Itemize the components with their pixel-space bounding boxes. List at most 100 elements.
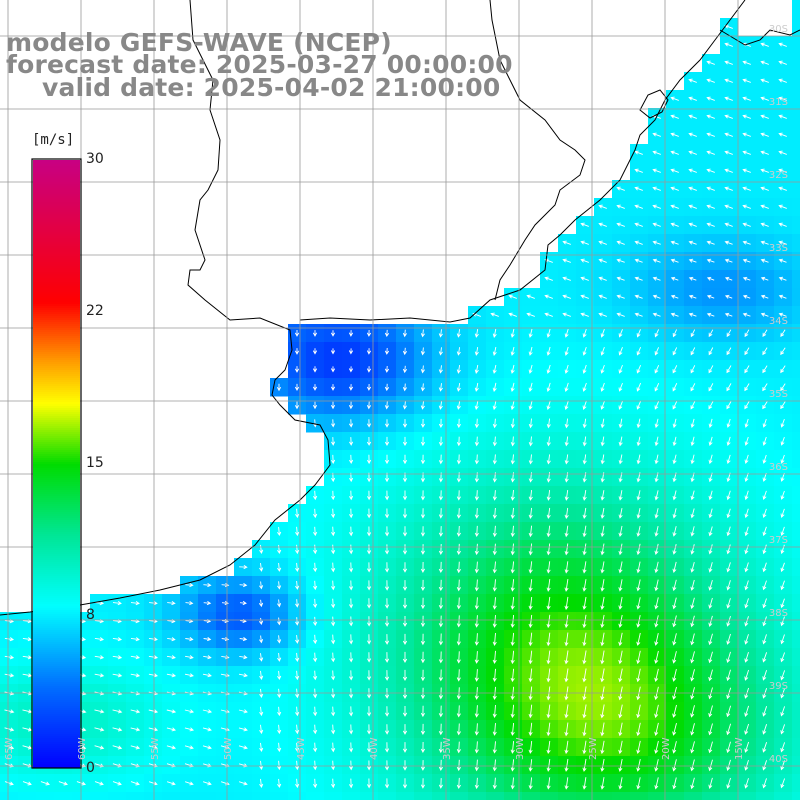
wind-arrow [546, 579, 551, 592]
wind-speed-cell [792, 288, 800, 307]
colorbar-segment [33, 458, 80, 461]
wind-arrow [636, 740, 641, 755]
colorbar-segment [33, 704, 80, 707]
wind-arrow [580, 294, 589, 299]
colorbar-segment [33, 646, 80, 649]
wind-arrow [780, 562, 785, 573]
wind-arrow [706, 222, 715, 227]
wind-arrow [239, 600, 247, 606]
wind-arrow [510, 759, 515, 772]
wind-arrow [654, 526, 659, 537]
wind-arrow [726, 759, 731, 772]
wind-arrow [490, 312, 499, 317]
wind-arrow [654, 704, 659, 719]
wind-speed-cell [792, 558, 800, 577]
colorbar-segment [33, 530, 80, 533]
colorbar-segment [33, 688, 80, 691]
wind-arrow [384, 580, 390, 591]
wind-arrow [600, 722, 605, 737]
wind-arrow [238, 781, 248, 786]
wind-arrow [564, 722, 569, 737]
colorbar-segment [33, 760, 80, 763]
wind-arrow [688, 240, 697, 245]
wind-arrow [510, 382, 515, 393]
wind-arrow [438, 597, 443, 610]
wind-arrow [203, 637, 212, 642]
wind-arrow [4, 781, 14, 786]
wind-arrow [546, 777, 551, 790]
wind-arrow [670, 240, 679, 245]
wind-arrow [474, 777, 479, 790]
wind-speed-cell [792, 702, 800, 721]
wind-arrow [546, 650, 551, 665]
wind-speed-cell [684, 792, 703, 800]
wind-arrow [760, 240, 769, 245]
wind-arrow [778, 276, 787, 281]
wind-arrow [744, 562, 749, 573]
wind-arrow [474, 543, 479, 556]
wind-arrow [277, 778, 282, 789]
wind-arrow [726, 436, 731, 447]
wind-arrow [654, 365, 660, 374]
wind-arrow [402, 669, 408, 682]
wind-speed-cell [144, 792, 163, 800]
wind-arrow [456, 777, 461, 790]
lon-label: 45W [296, 737, 307, 760]
wind-arrow [202, 673, 212, 678]
wind-arrow [438, 418, 443, 429]
wind-arrow [670, 150, 679, 155]
wind-arrow [634, 276, 643, 281]
wind-arrow [654, 740, 659, 754]
wind-arrow [492, 400, 497, 411]
wind-arrow [384, 742, 390, 753]
wind-arrow [474, 347, 479, 356]
colorbar-segment [33, 170, 80, 173]
colorbar-segment [33, 430, 80, 433]
wind-arrow [402, 419, 408, 428]
wind-arrow [598, 222, 607, 227]
colorbar-segment [33, 290, 80, 293]
wind-arrow [526, 294, 535, 299]
colorbar-label-8: 8 [86, 607, 95, 623]
colorbar-segment [33, 324, 80, 327]
wind-arrow [492, 723, 497, 736]
colorbar-segment [33, 274, 80, 277]
wind-arrow [726, 544, 731, 555]
wind-arrow [598, 258, 607, 263]
wind-arrow [778, 150, 787, 155]
wind-arrow [384, 347, 390, 355]
wind-arrow [402, 508, 408, 519]
wind-arrow [546, 418, 551, 429]
wind-arrow [706, 114, 715, 119]
wind-arrow [780, 401, 786, 410]
wind-arrow [277, 652, 282, 662]
wind-arrow [277, 742, 282, 753]
wind-arrow [600, 758, 605, 772]
wind-arrow [313, 598, 318, 609]
wind-arrow [238, 727, 248, 732]
wind-arrow [780, 490, 785, 500]
wind-arrow [708, 454, 713, 465]
wind-speed-cell [612, 792, 631, 800]
colorbar-segment [33, 190, 80, 193]
colorbar-segment [33, 492, 80, 495]
wind-speed-cell [792, 432, 800, 451]
wind-arrow [708, 723, 713, 736]
wind-arrow [582, 650, 587, 665]
wind-arrow [238, 709, 248, 714]
colorbar-segment [33, 686, 80, 689]
colorbar-segment [33, 580, 80, 583]
colorbar-segment [33, 448, 80, 451]
wind-arrow [528, 543, 533, 556]
wind-arrow [708, 597, 713, 609]
wind-arrow [600, 454, 605, 465]
wind-arrow [618, 758, 623, 772]
colorbar-segment [33, 614, 80, 617]
wind-arrow [474, 364, 479, 374]
wind-arrow [780, 742, 786, 753]
colorbar-segment [33, 348, 80, 351]
wind-arrow [652, 276, 661, 281]
wind-arrow [331, 616, 336, 627]
colorbar-segment [33, 590, 80, 593]
wind-arrow [690, 741, 695, 754]
